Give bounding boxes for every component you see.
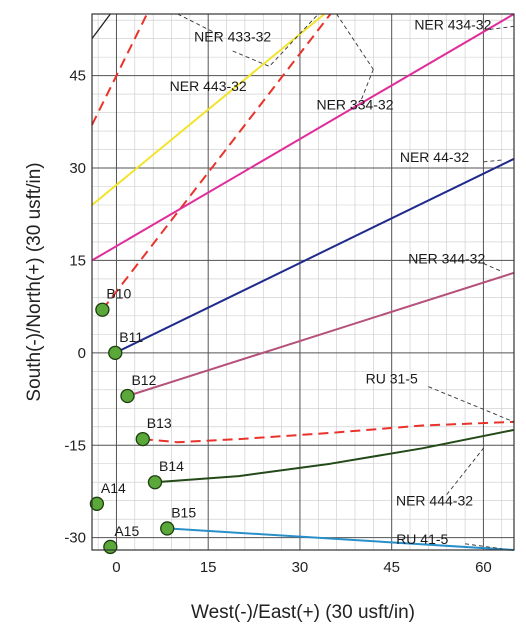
- x-tick-label: 30: [292, 559, 309, 576]
- well-marker: [89, 496, 105, 511]
- well-label: B13: [147, 415, 172, 431]
- well-marker: [103, 539, 118, 555]
- y-tick-label: 30: [69, 160, 86, 177]
- series-line: [127, 271, 515, 397]
- series-label: NER 433-32: [194, 29, 271, 45]
- well-marker: [108, 345, 123, 361]
- series-label: NER 444-32: [396, 493, 473, 509]
- leader-line: [465, 543, 502, 550]
- well-marker: [95, 302, 110, 317]
- well-label: A14: [101, 480, 126, 496]
- x-tick-label: 0: [112, 559, 120, 576]
- series-label: NER 344-32: [408, 251, 485, 267]
- corner-diagonal: [91, 13, 111, 40]
- series-line: [91, 13, 326, 206]
- y-tick-label: 15: [69, 252, 86, 269]
- x-tick-label: 60: [475, 559, 492, 576]
- y-tick-label: -30: [64, 530, 86, 547]
- y-tick-label: 45: [69, 68, 86, 85]
- series-label: NER 334-32: [316, 96, 393, 112]
- plot-frame: [91, 13, 515, 551]
- series-line: [154, 428, 515, 484]
- leader-lines: [177, 13, 515, 550]
- well-marker: [120, 388, 135, 404]
- labels-layer: B10 B11 B12 B13 B14 A14 B15 A15 NER 433-32 NER 43…: [101, 16, 492, 546]
- x-tick-label: 45: [383, 559, 400, 576]
- well-marker: [135, 431, 150, 447]
- well-marker: [160, 521, 175, 536]
- well-label: B10: [106, 286, 131, 302]
- series-line: [167, 527, 515, 551]
- leader-line: [483, 263, 502, 272]
- leader-line: [446, 448, 484, 495]
- well-label: A15: [114, 523, 139, 539]
- series-label: NER 434-32: [414, 16, 491, 32]
- series-line: [91, 13, 148, 126]
- series-layer: [91, 13, 515, 551]
- tick-labels: 0 15 30 45 60 -30 -15 0 15 30 45: [64, 68, 491, 576]
- x-tick-label: 15: [200, 559, 217, 576]
- y-tick-label: -15: [64, 437, 86, 454]
- y-axis-title: South(-)/North(+) (30 usft/in): [24, 162, 45, 401]
- series-label: RU 41-5: [396, 531, 448, 547]
- series-line: [114, 157, 515, 354]
- wells-layer: [89, 302, 175, 555]
- leader-line: [177, 13, 221, 37]
- leader-line: [232, 13, 319, 67]
- series-line: [142, 420, 515, 444]
- leader-line: [483, 159, 502, 163]
- series-line: [91, 13, 515, 262]
- well-marker: [147, 475, 163, 490]
- y-tick-label: 0: [78, 345, 86, 362]
- well-label: B11: [119, 329, 143, 345]
- well-label: B15: [171, 504, 196, 520]
- plot-background: [92, 14, 514, 550]
- leader-line: [428, 386, 515, 423]
- leader-line: [360, 69, 374, 101]
- well-label: B12: [131, 372, 156, 388]
- series-line: [101, 13, 332, 311]
- series-label: RU 31-5: [366, 371, 418, 387]
- x-axis-title: West(-)/East(+) (30 usft/in): [191, 602, 415, 623]
- series-label: NER 443-32: [170, 78, 247, 94]
- well-label: B14: [159, 458, 184, 474]
- series-label: NER 44-32: [400, 149, 469, 165]
